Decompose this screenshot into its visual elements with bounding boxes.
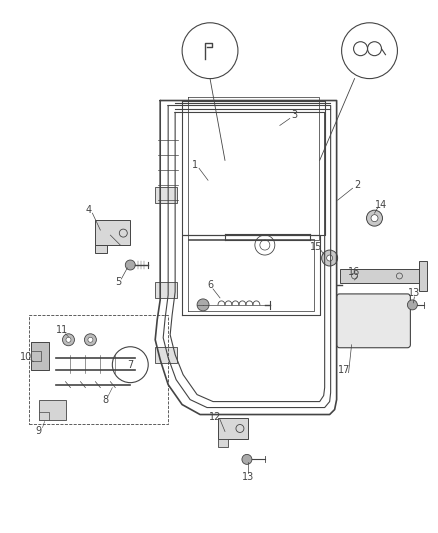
Bar bbox=[218, 417, 248, 439]
Text: 11: 11 bbox=[57, 325, 69, 335]
Bar bbox=[28, 315, 168, 424]
Circle shape bbox=[85, 334, 96, 346]
Bar bbox=[155, 282, 177, 298]
Text: 17: 17 bbox=[339, 365, 351, 375]
Bar bbox=[39, 411, 49, 419]
Bar bbox=[39, 400, 67, 419]
Circle shape bbox=[125, 260, 135, 270]
Bar bbox=[155, 187, 177, 203]
Circle shape bbox=[321, 250, 338, 266]
Text: 15: 15 bbox=[310, 242, 322, 252]
Bar bbox=[218, 439, 228, 447]
Text: 6: 6 bbox=[207, 280, 213, 290]
Bar bbox=[339, 269, 419, 283]
Circle shape bbox=[407, 300, 417, 310]
Text: 12: 12 bbox=[209, 411, 221, 422]
Text: 13: 13 bbox=[242, 472, 254, 482]
Text: 2: 2 bbox=[354, 180, 360, 190]
Text: 9: 9 bbox=[35, 426, 42, 437]
Text: 8: 8 bbox=[102, 394, 109, 405]
Circle shape bbox=[63, 334, 74, 346]
Text: 16: 16 bbox=[349, 267, 361, 277]
Text: 4: 4 bbox=[85, 205, 92, 215]
Text: 14: 14 bbox=[375, 200, 388, 210]
Circle shape bbox=[88, 337, 93, 342]
Circle shape bbox=[242, 455, 252, 464]
Text: 10: 10 bbox=[19, 352, 32, 362]
Bar bbox=[31, 342, 49, 370]
Bar bbox=[419, 261, 427, 291]
Text: 1: 1 bbox=[192, 160, 198, 171]
Text: 7: 7 bbox=[127, 360, 134, 370]
Text: 13: 13 bbox=[408, 288, 420, 298]
Bar bbox=[155, 347, 177, 362]
FancyBboxPatch shape bbox=[337, 294, 410, 348]
Bar bbox=[95, 245, 107, 253]
Circle shape bbox=[371, 215, 378, 222]
Circle shape bbox=[367, 210, 382, 226]
Circle shape bbox=[66, 337, 71, 342]
Bar bbox=[95, 220, 130, 245]
Text: 5: 5 bbox=[115, 277, 121, 287]
Circle shape bbox=[197, 299, 209, 311]
Circle shape bbox=[327, 255, 332, 261]
Bar bbox=[31, 351, 41, 361]
Text: 3: 3 bbox=[292, 110, 298, 120]
Circle shape bbox=[112, 347, 148, 383]
